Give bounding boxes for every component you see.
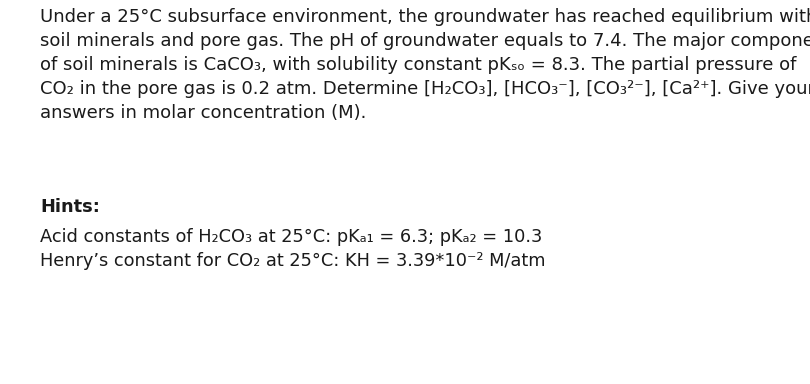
Text: Henry’s constant for CO₂ at 25°C: KH = 3.39*10⁻² M/atm: Henry’s constant for CO₂ at 25°C: KH = 3…	[40, 252, 545, 270]
Text: CO₂ in the pore gas is 0.2 atm. Determine [H₂CO₃], [HCO₃⁻], [CO₃²⁻], [Ca²⁺]. Giv: CO₂ in the pore gas is 0.2 atm. Determin…	[40, 80, 810, 98]
Text: Hints:: Hints:	[40, 198, 100, 216]
Text: soil minerals and pore gas. The pH of groundwater equals to 7.4. The major compo: soil minerals and pore gas. The pH of gr…	[40, 32, 810, 50]
Text: answers in molar concentration (M).: answers in molar concentration (M).	[40, 104, 366, 122]
Text: Acid constants of H₂CO₃ at 25°C: pKₐ₁ = 6.3; pKₐ₂ = 10.3: Acid constants of H₂CO₃ at 25°C: pKₐ₁ = …	[40, 228, 542, 246]
Text: Under a 25°C subsurface environment, the groundwater has reached equilibrium wit: Under a 25°C subsurface environment, the…	[40, 8, 810, 26]
Text: of soil minerals is CaCO₃, with solubility constant pKₛₒ = 8.3. The partial pres: of soil minerals is CaCO₃, with solubili…	[40, 56, 796, 74]
